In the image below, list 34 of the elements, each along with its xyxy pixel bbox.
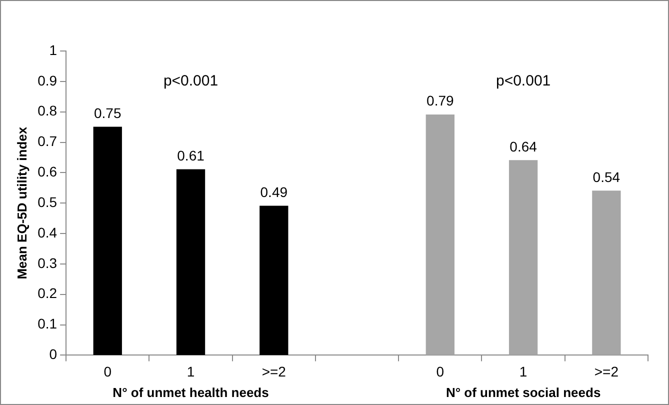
x-tick-label: 1	[186, 363, 195, 380]
bar	[260, 206, 288, 356]
bar	[592, 190, 621, 356]
y-tick-label: 0.3	[38, 254, 58, 271]
x-tick-label: 0	[436, 363, 444, 380]
data-label: 0.54	[592, 168, 620, 185]
data-label: 0.75	[94, 104, 122, 121]
bar	[93, 126, 122, 356]
y-tick-label: 0.4	[38, 224, 58, 240]
text: N° of unmet social needs	[446, 385, 601, 400]
annotation: p<0.001	[496, 72, 551, 90]
x-tick-label: >=2	[262, 363, 286, 380]
y-tick-label: 0.5	[38, 194, 58, 210]
bar	[426, 114, 454, 356]
y-axis-title: Mean EQ-5D utility index	[14, 126, 30, 280]
y-tick-label: 0.1	[38, 316, 58, 332]
y-tick-label: 0.7	[38, 133, 58, 150]
y-tick-label: 1	[49, 42, 58, 58]
y-tick-label: 0	[49, 346, 58, 362]
bar	[508, 160, 538, 356]
x-tick-label: >=2	[594, 363, 619, 380]
x-tick-label: 0	[104, 363, 112, 380]
data-label: 0.49	[260, 184, 288, 200]
data-label: 0.61	[177, 147, 205, 164]
bar	[176, 169, 206, 356]
data-label: 0.64	[510, 138, 538, 154]
y-tick-label: 0.8	[38, 102, 58, 119]
y-tick-label: 0.9	[38, 72, 58, 88]
y-tick-label: 0.2	[38, 285, 58, 302]
annotation: p<0.001	[163, 72, 218, 90]
y-tick-label: 0.6	[38, 164, 58, 180]
x-tick-label: 1	[519, 363, 528, 380]
text: N° of unmet health needs	[112, 385, 269, 400]
data-label: 0.79	[426, 92, 454, 109]
